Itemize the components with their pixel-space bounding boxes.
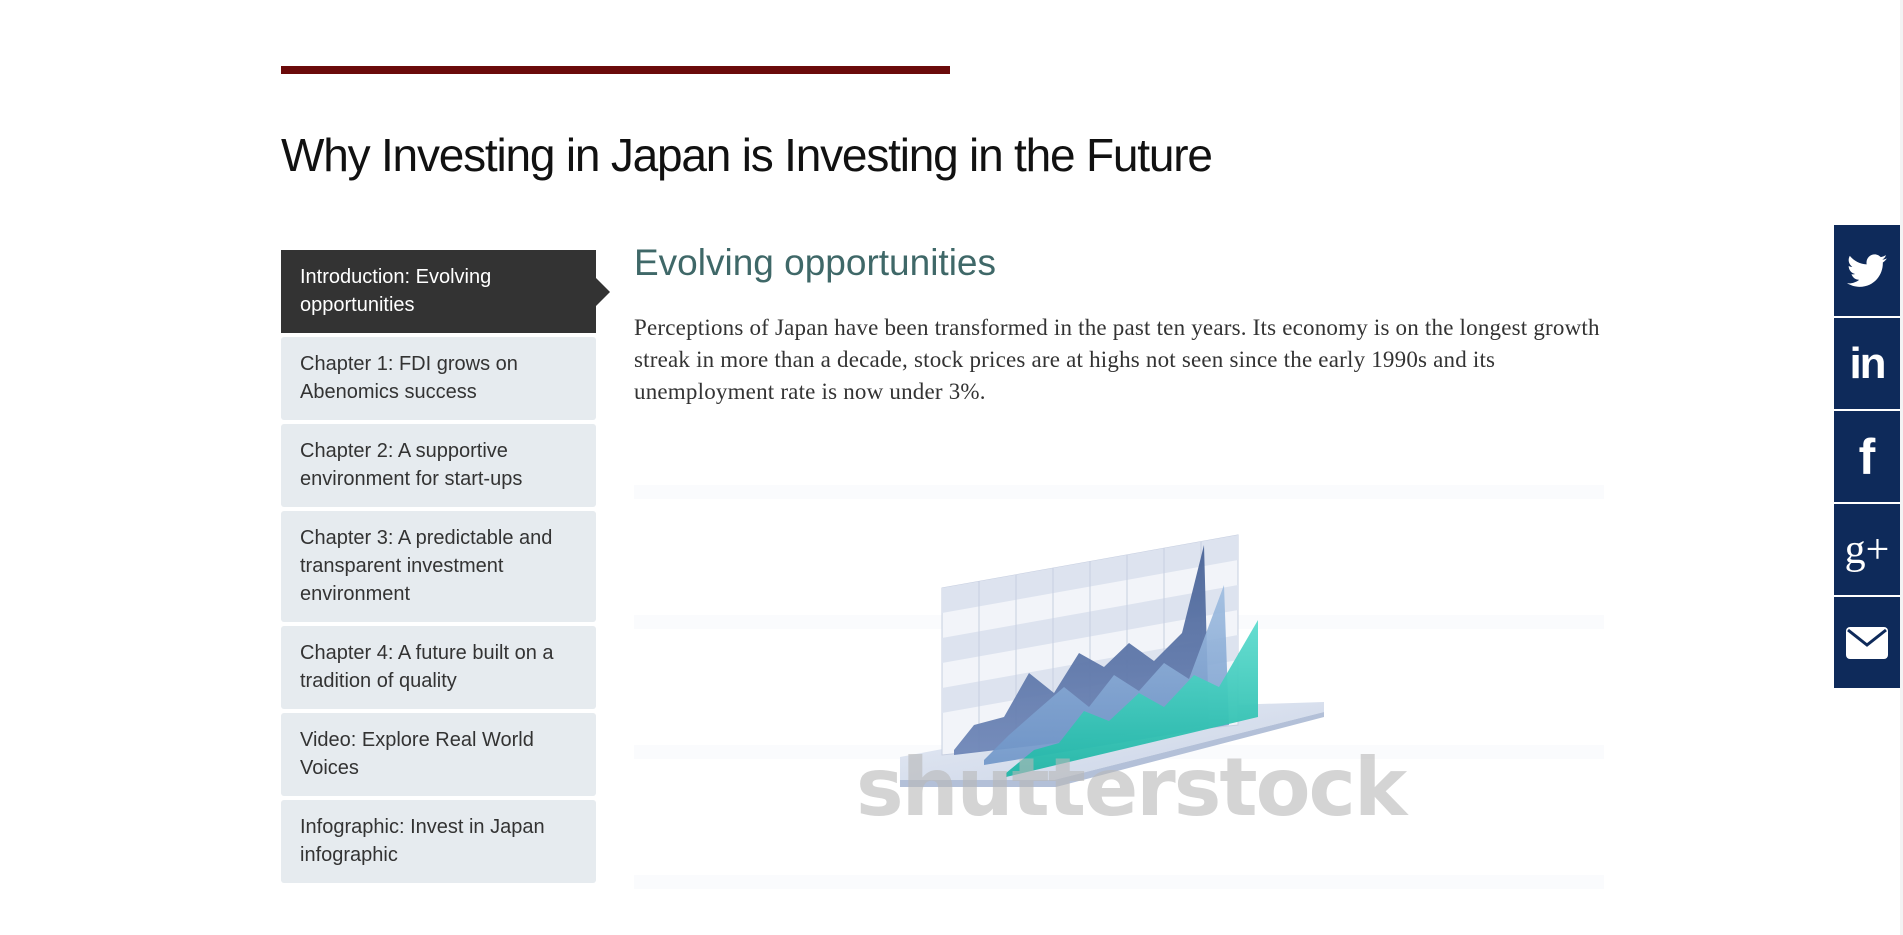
share-linkedin-button[interactable]: in bbox=[1834, 318, 1900, 409]
facebook-icon: f bbox=[1858, 428, 1876, 485]
scrollbar[interactable] bbox=[1900, 0, 1903, 935]
section-heading: Evolving opportunities bbox=[634, 242, 996, 283]
twitter-icon bbox=[1847, 253, 1887, 287]
stock-chart-illustration-icon: shutterstock bbox=[634, 425, 1604, 935]
nav-item-chapter-4[interactable]: Chapter 4: A future built on a tradition… bbox=[281, 626, 596, 709]
share-email-button[interactable] bbox=[1834, 597, 1900, 688]
top-accent-rule bbox=[281, 66, 950, 74]
watermark-text: shutterstock bbox=[856, 741, 1409, 834]
email-icon bbox=[1846, 626, 1888, 659]
nav-item-introduction[interactable]: Introduction: Evolving opportunities bbox=[281, 250, 610, 333]
nav-item-chapter-2[interactable]: Chapter 2: A supportive environment for … bbox=[281, 424, 596, 507]
linkedin-icon: in bbox=[1849, 338, 1886, 388]
chapter-nav: Introduction: Evolving opportunities Cha… bbox=[281, 250, 610, 887]
google-plus-icon: g+ bbox=[1844, 526, 1890, 573]
share-bar: in f g+ bbox=[1834, 225, 1900, 690]
share-facebook-button[interactable]: f bbox=[1834, 411, 1900, 502]
nav-item-chapter-3[interactable]: Chapter 3: A predictable and transparent… bbox=[281, 511, 596, 622]
hero-image: shutterstock bbox=[634, 425, 1604, 935]
intro-paragraph: Perceptions of Japan have been transform… bbox=[634, 315, 1600, 404]
nav-item-infographic[interactable]: Infographic: Invest in Japan infographic bbox=[281, 800, 596, 883]
share-google-plus-button[interactable]: g+ bbox=[1834, 504, 1900, 595]
page-title: Why Investing in Japan is Investing in t… bbox=[281, 129, 1213, 181]
share-twitter-button[interactable] bbox=[1834, 225, 1900, 316]
nav-item-chapter-1[interactable]: Chapter 1: FDI grows on Abenomics succes… bbox=[281, 337, 596, 420]
nav-item-video[interactable]: Video: Explore Real World Voices bbox=[281, 713, 596, 796]
